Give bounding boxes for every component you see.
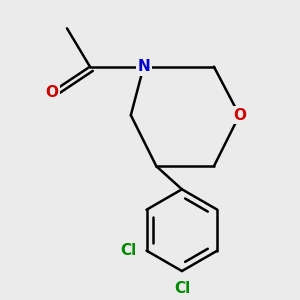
Text: Cl: Cl <box>120 243 136 258</box>
Text: Cl: Cl <box>174 281 190 296</box>
Text: O: O <box>233 108 246 123</box>
Text: N: N <box>137 59 150 74</box>
Text: O: O <box>45 85 58 100</box>
